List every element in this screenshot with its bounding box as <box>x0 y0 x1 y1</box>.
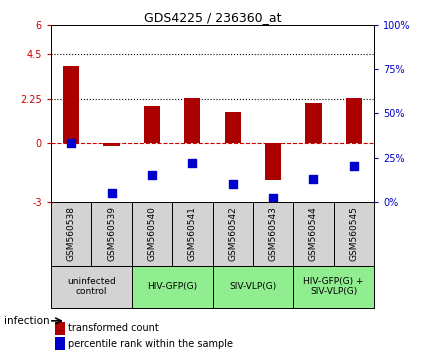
Bar <box>305 103 321 143</box>
Text: GSM560545: GSM560545 <box>349 206 358 261</box>
Point <box>350 164 357 169</box>
Bar <box>103 143 120 146</box>
Bar <box>55 322 65 335</box>
Bar <box>346 98 362 143</box>
Point <box>149 172 156 178</box>
Bar <box>212 202 253 266</box>
Text: percentile rank within the sample: percentile rank within the sample <box>68 339 233 349</box>
Bar <box>55 337 65 350</box>
Bar <box>172 202 212 266</box>
Point <box>269 195 276 201</box>
Text: transformed count: transformed count <box>68 323 159 333</box>
Bar <box>51 202 91 266</box>
Point <box>68 141 75 146</box>
Point <box>108 190 115 196</box>
Text: GSM560542: GSM560542 <box>228 206 237 261</box>
Text: HIV-GFP(G): HIV-GFP(G) <box>147 282 197 291</box>
Bar <box>132 266 212 308</box>
Text: GSM560539: GSM560539 <box>107 206 116 261</box>
Bar <box>265 143 281 180</box>
Bar <box>253 202 293 266</box>
Bar <box>144 107 160 143</box>
Point <box>229 181 236 187</box>
Text: HIV-GFP(G) +
SIV-VLP(G): HIV-GFP(G) + SIV-VLP(G) <box>303 277 364 296</box>
Text: GSM560538: GSM560538 <box>67 206 76 261</box>
Bar <box>293 266 374 308</box>
Text: infection: infection <box>4 316 50 326</box>
Bar <box>293 202 334 266</box>
Bar <box>184 98 200 143</box>
Point <box>310 176 317 182</box>
Text: GSM560543: GSM560543 <box>269 206 278 261</box>
Text: uninfected
control: uninfected control <box>67 277 116 296</box>
Bar <box>224 112 241 143</box>
Bar <box>212 266 293 308</box>
Bar <box>63 66 79 143</box>
Bar <box>132 202 172 266</box>
Text: GSM560540: GSM560540 <box>147 206 156 261</box>
Bar <box>91 202 132 266</box>
Bar <box>51 266 132 308</box>
Point <box>189 160 196 166</box>
Title: GDS4225 / 236360_at: GDS4225 / 236360_at <box>144 11 281 24</box>
Text: GSM560541: GSM560541 <box>188 206 197 261</box>
Text: SIV-VLP(G): SIV-VLP(G) <box>229 282 277 291</box>
Text: GSM560544: GSM560544 <box>309 206 318 261</box>
Bar <box>334 202 374 266</box>
